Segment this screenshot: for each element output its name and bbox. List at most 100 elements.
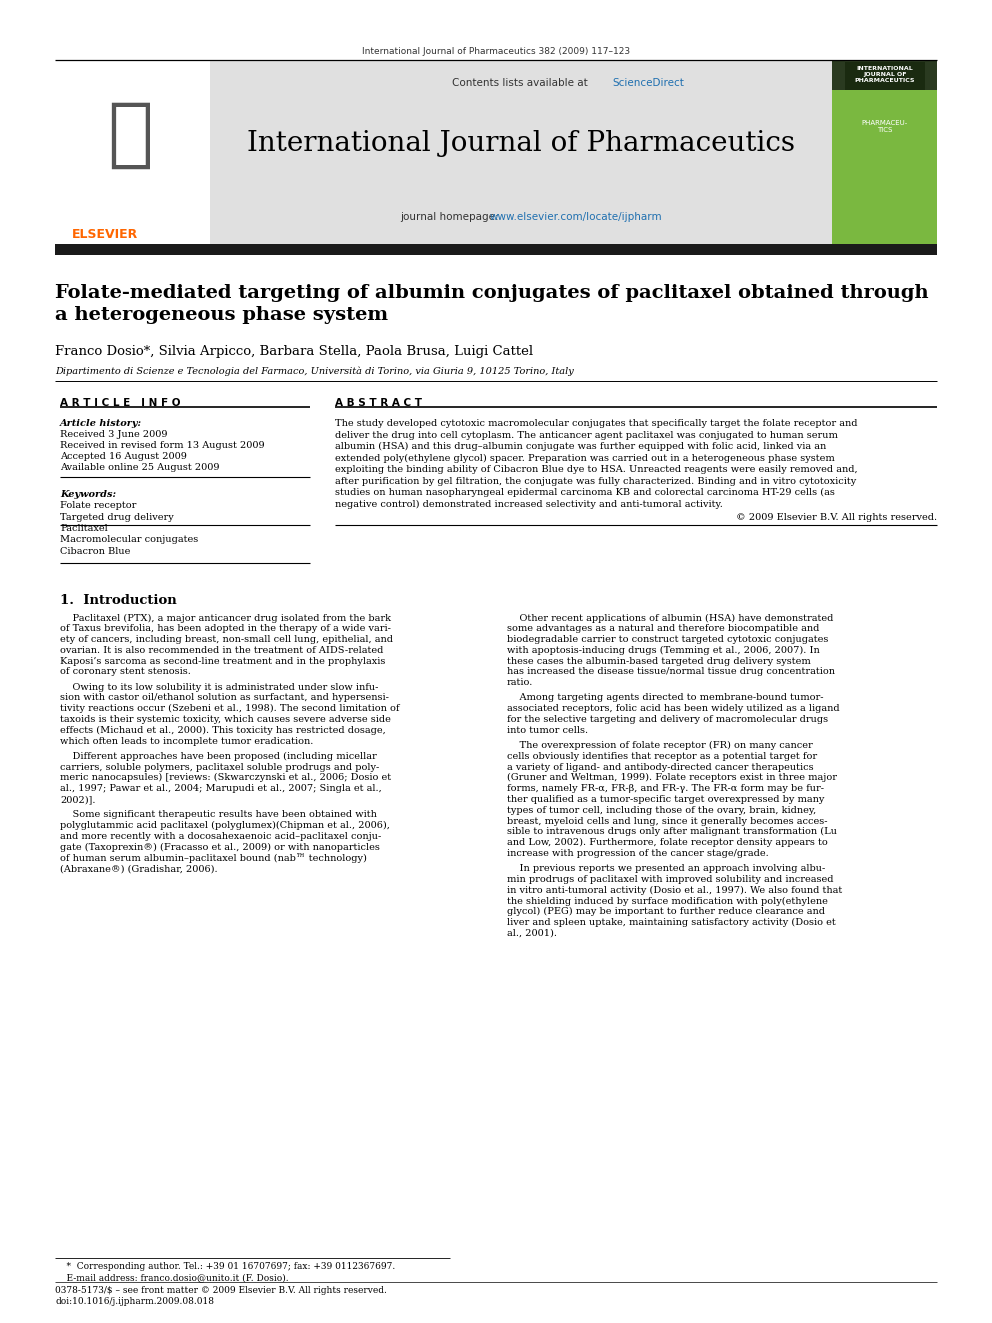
Text: increase with progression of the cancer stage/grade.: increase with progression of the cancer … [507, 849, 769, 857]
Text: The overexpression of folate receptor (FR) on many cancer: The overexpression of folate receptor (F… [507, 741, 812, 750]
Text: tivity reactions occur (Szebeni et al., 1998). The second limitation of: tivity reactions occur (Szebeni et al., … [60, 704, 400, 713]
Text: studies on human nasopharyngeal epidermal carcinoma KB and colorectal carcinoma : studies on human nasopharyngeal epiderma… [335, 488, 835, 497]
Text: of coronary stent stenosis.: of coronary stent stenosis. [60, 668, 190, 676]
Text: www.elsevier.com/locate/ijpharm: www.elsevier.com/locate/ijpharm [490, 212, 663, 222]
Text: Received 3 June 2009: Received 3 June 2009 [60, 430, 168, 439]
Text: International Journal of Pharmaceutics 382 (2009) 117–123: International Journal of Pharmaceutics 3… [362, 48, 630, 56]
Text: exploiting the binding ability of Cibacron Blue dye to HSA. Unreacted reagents w: exploiting the binding ability of Cibacr… [335, 464, 858, 474]
Text: Accepted 16 August 2009: Accepted 16 August 2009 [60, 452, 186, 460]
Text: a variety of ligand- and antibody-directed cancer therapeutics: a variety of ligand- and antibody-direct… [507, 762, 813, 771]
Text: associated receptors, folic acid has been widely utilized as a ligand: associated receptors, folic acid has bee… [507, 704, 839, 713]
Text: negative control) demonstrated increased selectivity and anti-tumoral activity.: negative control) demonstrated increased… [335, 500, 723, 508]
Text: © 2009 Elsevier B.V. All rights reserved.: © 2009 Elsevier B.V. All rights reserved… [736, 513, 937, 523]
Text: Folate-mediated targeting of albumin conjugates of paclitaxel obtained through: Folate-mediated targeting of albumin con… [55, 284, 929, 302]
Text: Paclitaxel (PTX), a major anticancer drug isolated from the bark: Paclitaxel (PTX), a major anticancer dru… [60, 614, 391, 623]
Text: al., 1997; Pawar et al., 2004; Marupudi et al., 2007; Singla et al.,: al., 1997; Pawar et al., 2004; Marupudi … [60, 785, 382, 794]
Text: ELSEVIER: ELSEVIER [71, 228, 138, 241]
Text: taxoids is their systemic toxicity, which causes severe adverse side: taxoids is their systemic toxicity, whic… [60, 714, 391, 724]
Text: al., 2001).: al., 2001). [507, 929, 557, 938]
Text: Available online 25 August 2009: Available online 25 August 2009 [60, 463, 219, 472]
Text: Franco Dosio*, Silvia Arpicco, Barbara Stella, Paola Brusa, Luigi Cattel: Franco Dosio*, Silvia Arpicco, Barbara S… [55, 345, 533, 359]
Text: of Taxus brevifolia, has been adopted in the therapy of a wide vari-: of Taxus brevifolia, has been adopted in… [60, 624, 391, 634]
Bar [210, 60, 832, 245]
Text: extended poly(ethylene glycol) spacer. Preparation was carried out in a heteroge: extended poly(ethylene glycol) spacer. P… [335, 454, 834, 463]
Text: doi:10.1016/j.ijpharm.2009.08.018: doi:10.1016/j.ijpharm.2009.08.018 [55, 1297, 214, 1306]
Text: cells obviously identifies that receptor as a potential target for: cells obviously identifies that receptor… [507, 751, 817, 761]
Text: deliver the drug into cell cytoplasm. The anticancer agent paclitaxel was conjug: deliver the drug into cell cytoplasm. Th… [335, 430, 838, 439]
Text: ovarian. It is also recommended in the treatment of AIDS-related: ovarian. It is also recommended in the t… [60, 646, 383, 655]
Bar [832, 90, 937, 245]
Text: PHARMACEU-
TICS: PHARMACEU- TICS [862, 120, 908, 134]
Text: has increased the disease tissue/normal tissue drug concentration: has increased the disease tissue/normal … [507, 668, 835, 676]
Text: ther qualified as a tumor-specific target overexpressed by many: ther qualified as a tumor-specific targe… [507, 795, 824, 804]
Text: breast, myeloid cells and lung, since it generally becomes acces-: breast, myeloid cells and lung, since it… [507, 816, 827, 826]
Text: Different approaches have been proposed (including micellar: Different approaches have been proposed … [60, 751, 377, 761]
Text: ratio.: ratio. [507, 679, 534, 688]
Text: which often leads to incomplete tumor eradication.: which often leads to incomplete tumor er… [60, 737, 313, 746]
Text: and Low, 2002). Furthermore, folate receptor density appears to: and Low, 2002). Furthermore, folate rece… [507, 839, 827, 847]
Text: some advantages as a natural and therefore biocompatible and: some advantages as a natural and therefo… [507, 624, 819, 634]
Text: biodegradable carrier to construct targeted cytotoxic conjugates: biodegradable carrier to construct targe… [507, 635, 828, 644]
Text: Targeted drug delivery: Targeted drug delivery [60, 512, 174, 521]
Text: after purification by gel filtration, the conjugate was fully characterized. Bin: after purification by gel filtration, th… [335, 476, 856, 486]
Text: gate (Taxoprexin®) (Fracasso et al., 2009) or with nanoparticles: gate (Taxoprexin®) (Fracasso et al., 200… [60, 843, 380, 852]
Bar [55, 243, 937, 255]
Text: 1.  Introduction: 1. Introduction [60, 594, 177, 606]
Bar [845, 62, 925, 90]
Text: Cibacron Blue: Cibacron Blue [60, 546, 130, 556]
Text: Keywords:: Keywords: [60, 490, 116, 499]
Text: these cases the albumin-based targeted drug delivery system: these cases the albumin-based targeted d… [507, 656, 810, 665]
Text: 2002)].: 2002)]. [60, 795, 95, 804]
Text: 0378-5173/$ – see front matter © 2009 Elsevier B.V. All rights reserved.: 0378-5173/$ – see front matter © 2009 El… [55, 1286, 387, 1295]
Text: Dipartimento di Scienze e Tecnologia del Farmaco, Università di Torino, via Giur: Dipartimento di Scienze e Tecnologia del… [55, 366, 573, 376]
Bar [55, 60, 210, 245]
Text: the shielding induced by surface modification with poly(ethylene: the shielding induced by surface modific… [507, 897, 828, 905]
Text: forms, namely FR-α, FR-β, and FR-γ. The FR-α form may be fur-: forms, namely FR-α, FR-β, and FR-γ. The … [507, 785, 824, 794]
Text: carriers, soluble polymers, paclitaxel soluble prodrugs and poly-: carriers, soluble polymers, paclitaxel s… [60, 762, 379, 771]
Text: International Journal of Pharmaceutics: International Journal of Pharmaceutics [247, 130, 795, 157]
Text: and more recently with a docosahexaenoic acid–paclitaxel conju-: and more recently with a docosahexaenoic… [60, 832, 381, 840]
Text: types of tumor cell, including those of the ovary, brain, kidney,: types of tumor cell, including those of … [507, 806, 816, 815]
Text: Contents lists available at: Contents lists available at [451, 78, 590, 89]
Text: The study developed cytotoxic macromolecular conjugates that specifically target: The study developed cytotoxic macromolec… [335, 419, 857, 429]
Text: meric nanocapsules) [reviews: (Skwarczynski et al., 2006; Dosio et: meric nanocapsules) [reviews: (Skwarczyn… [60, 774, 391, 782]
Text: of human serum albumin–paclitaxel bound (nab™ technology): of human serum albumin–paclitaxel bound … [60, 853, 367, 863]
Text: Other recent applications of albumin (HSA) have demonstrated: Other recent applications of albumin (HS… [507, 614, 833, 623]
Text: min prodrugs of paclitaxel with improved solubility and increased: min prodrugs of paclitaxel with improved… [507, 875, 833, 884]
Text: E-mail address: franco.dosio@unito.it (F. Dosio).: E-mail address: franco.dosio@unito.it (F… [55, 1273, 289, 1282]
Text: Folate receptor: Folate receptor [60, 501, 136, 509]
Bar [832, 60, 937, 245]
Text: liver and spleen uptake, maintaining satisfactory activity (Dosio et: liver and spleen uptake, maintaining sat… [507, 918, 835, 927]
Text: polyglutammic acid paclitaxel (polyglumex)(Chipman et al., 2006),: polyglutammic acid paclitaxel (polyglume… [60, 820, 390, 830]
Bar [832, 60, 937, 90]
Text: A B S T R A C T: A B S T R A C T [335, 398, 422, 407]
Text: Owing to its low solubility it is administrated under slow infu-: Owing to its low solubility it is admini… [60, 683, 378, 692]
Text: Paclitaxel: Paclitaxel [60, 524, 108, 533]
Text: into tumor cells.: into tumor cells. [507, 726, 588, 734]
Text: sible to intravenous drugs only after malignant transformation (Lu: sible to intravenous drugs only after ma… [507, 827, 837, 836]
Text: in vitro anti-tumoral activity (Dosio et al., 1997). We also found that: in vitro anti-tumoral activity (Dosio et… [507, 885, 842, 894]
Text: effects (Michaud et al., 2000). This toxicity has restricted dosage,: effects (Michaud et al., 2000). This tox… [60, 726, 386, 736]
Text: ScienceDirect: ScienceDirect [612, 78, 683, 89]
Text: Among targeting agents directed to membrane-bound tumor-: Among targeting agents directed to membr… [507, 693, 823, 703]
Text: 🌲: 🌲 [107, 98, 153, 172]
Text: sion with castor oil/ethanol solution as surfactant, and hypersensi-: sion with castor oil/ethanol solution as… [60, 693, 389, 703]
Text: (Gruner and Weltman, 1999). Folate receptors exist in three major: (Gruner and Weltman, 1999). Folate recep… [507, 774, 837, 782]
Text: ety of cancers, including breast, non-small cell lung, epithelial, and: ety of cancers, including breast, non-sm… [60, 635, 393, 644]
Text: A R T I C L E   I N F O: A R T I C L E I N F O [60, 398, 181, 407]
Text: (Abraxane®) (Gradishar, 2006).: (Abraxane®) (Gradishar, 2006). [60, 864, 217, 873]
Text: with apoptosis-inducing drugs (Temming et al., 2006, 2007). In: with apoptosis-inducing drugs (Temming e… [507, 646, 819, 655]
Text: glycol) (PEG) may be important to further reduce clearance and: glycol) (PEG) may be important to furthe… [507, 908, 825, 917]
Text: In previous reports we presented an approach involving albu-: In previous reports we presented an appr… [507, 864, 825, 873]
Text: Kaposi’s sarcoma as second-line treatment and in the prophylaxis: Kaposi’s sarcoma as second-line treatmen… [60, 656, 385, 665]
Text: Article history:: Article history: [60, 419, 142, 429]
Text: Received in revised form 13 August 2009: Received in revised form 13 August 2009 [60, 441, 265, 450]
Text: journal homepage:: journal homepage: [400, 212, 502, 222]
Text: Macromolecular conjugates: Macromolecular conjugates [60, 536, 198, 545]
Text: INTERNATIONAL
JOURNAL OF
PHARMACEUTICS: INTERNATIONAL JOURNAL OF PHARMACEUTICS [855, 66, 916, 82]
Text: Some significant therapeutic results have been obtained with: Some significant therapeutic results hav… [60, 810, 377, 819]
Text: a heterogeneous phase system: a heterogeneous phase system [55, 306, 388, 324]
Text: for the selective targeting and delivery of macromolecular drugs: for the selective targeting and delivery… [507, 714, 828, 724]
Text: albumin (HSA) and this drug–albumin conjugate was further equipped with folic ac: albumin (HSA) and this drug–albumin conj… [335, 442, 826, 451]
Text: *  Corresponding author. Tel.: +39 01 16707697; fax: +39 0112367697.: * Corresponding author. Tel.: +39 01 167… [55, 1262, 395, 1271]
